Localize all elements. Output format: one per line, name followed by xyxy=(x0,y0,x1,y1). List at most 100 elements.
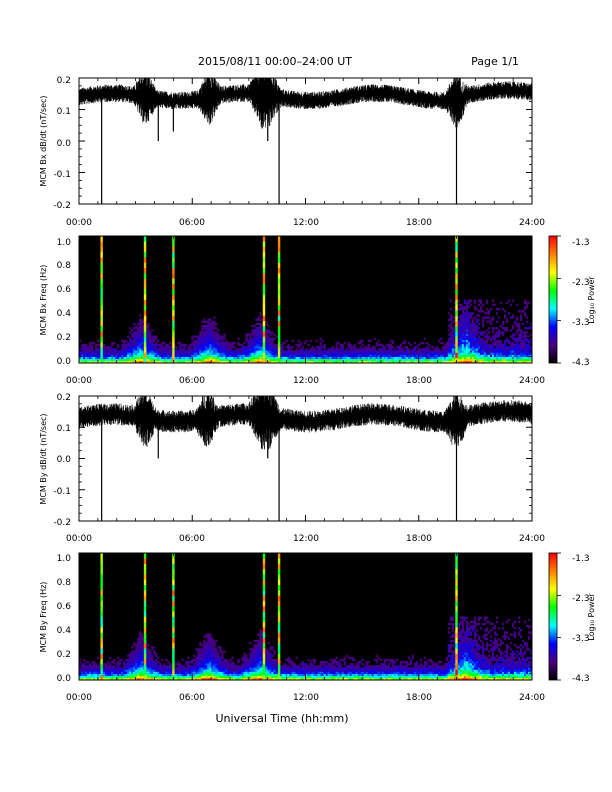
spectrogram-cell xyxy=(103,343,106,347)
spectrogram-cell xyxy=(377,677,380,681)
spectrogram-cell xyxy=(473,356,477,360)
spectrogram-stripe xyxy=(172,325,175,332)
spectrogram-cell xyxy=(187,656,190,660)
spectrogram-cell xyxy=(447,312,451,315)
spectrogram-cell xyxy=(279,671,282,674)
spectrogram-cell xyxy=(251,348,254,351)
spectrogram-cell xyxy=(127,665,130,668)
spectrogram-cell xyxy=(479,348,483,351)
spectrogram-cell xyxy=(489,346,493,349)
spectrogram-cell xyxy=(211,320,214,324)
spectrogram-cell xyxy=(127,663,130,666)
spectrogram-cell xyxy=(89,348,92,351)
spectrogram-cell xyxy=(257,350,260,353)
spectrogram-cell xyxy=(125,346,128,349)
spectrogram-cell xyxy=(135,335,138,338)
spectrogram-cell xyxy=(131,329,134,332)
spectrogram-cell xyxy=(209,356,212,360)
spectrogram-cell xyxy=(451,346,455,349)
spectrogram-cell xyxy=(197,665,200,668)
spectrogram-cell xyxy=(139,660,142,664)
spectrogram-cell xyxy=(245,337,248,341)
spectrogram-cell xyxy=(433,354,437,357)
spectrogram-cell xyxy=(419,356,423,360)
spectrogram-cell xyxy=(473,329,477,332)
spectrogram-cell xyxy=(367,660,370,664)
spectrogram-cell xyxy=(303,675,306,679)
spectrogram-cell xyxy=(281,341,284,345)
spectrogram-cell xyxy=(459,320,463,324)
spectrogram-cell xyxy=(147,673,150,677)
spectrogram-cell xyxy=(133,335,136,338)
spectrogram-stripe xyxy=(455,320,458,327)
spectrogram-stripe xyxy=(100,331,103,337)
spectrogram-cell xyxy=(287,350,290,353)
spectrogram-cell xyxy=(139,654,142,658)
spectrogram-cell xyxy=(85,354,88,357)
spectrogram-cell xyxy=(205,352,208,355)
spectrogram-cell xyxy=(113,673,116,677)
spectrogram-cell xyxy=(461,350,465,353)
spectrogram-cell xyxy=(485,360,489,364)
spectrogram-cell xyxy=(495,360,499,364)
spectrogram-cell xyxy=(269,660,272,664)
spectrogram-cell xyxy=(257,343,260,347)
spectrogram-cell xyxy=(199,641,202,645)
spectrogram-cell xyxy=(169,671,172,674)
spectrogram-cell xyxy=(473,350,477,353)
spectrogram-cell xyxy=(133,348,136,351)
spectrogram-cell xyxy=(197,671,200,674)
spectrogram-cell xyxy=(275,665,278,668)
spectrogram-cell xyxy=(139,360,142,364)
spectrogram-cell xyxy=(379,350,382,353)
spectrogram-cell xyxy=(131,665,134,668)
spectrogram-cell xyxy=(357,660,360,664)
spectrogram-cell xyxy=(295,669,298,672)
spectrogram-cell xyxy=(203,663,206,666)
spectrogram-cell xyxy=(413,341,417,345)
spectrogram-cell xyxy=(347,352,350,355)
spectrogram-cell xyxy=(389,658,392,662)
spectrogram-cell xyxy=(419,350,423,353)
spectrogram-cell xyxy=(403,665,407,668)
spectrogram-cell xyxy=(211,663,214,666)
spectrogram-cell xyxy=(491,343,495,347)
spectrogram-cell xyxy=(493,341,497,345)
bx-dbdt-ylabel: MCM Bx dB/dt (nT/sec) xyxy=(39,95,48,186)
spectrogram-cell xyxy=(201,665,204,668)
spectrogram-cell xyxy=(147,669,150,672)
spectrogram-cell xyxy=(393,660,396,664)
spectrogram-cell xyxy=(215,671,218,674)
spectrogram-cell xyxy=(187,352,190,355)
spectrogram-cell xyxy=(123,343,126,347)
spectrogram-cell xyxy=(359,669,362,672)
spectrogram-cell xyxy=(139,350,142,353)
spectrogram-cell xyxy=(205,327,208,330)
spectrogram-cell xyxy=(157,348,160,351)
spectrogram-cell xyxy=(341,348,344,351)
spectrogram-cell xyxy=(199,654,202,658)
spectrogram-cell xyxy=(333,673,336,677)
spectrogram-cell xyxy=(125,665,128,668)
spectrogram-cell xyxy=(105,356,108,360)
spectrogram-cell xyxy=(249,348,252,351)
spectrogram-cell xyxy=(153,350,156,353)
spectrogram-cell xyxy=(213,667,216,670)
spectrogram-cell xyxy=(530,337,533,341)
spectrogram-cell xyxy=(247,348,250,351)
spectrogram-cell xyxy=(81,356,84,360)
spectrogram-cell xyxy=(157,343,160,347)
spectrogram-cell xyxy=(85,677,88,681)
spectrogram-cell xyxy=(293,671,296,674)
spectrogram-cell xyxy=(265,331,268,334)
spectrogram-cell xyxy=(89,671,92,674)
spectrogram-cell xyxy=(245,352,248,355)
spectrogram-cell xyxy=(95,358,98,362)
spectrogram-cell xyxy=(503,339,507,343)
spectrogram-cell xyxy=(315,667,318,670)
spectrogram-cell xyxy=(261,335,264,338)
spectrogram-cell xyxy=(477,350,481,353)
spectrogram-cell xyxy=(363,667,366,670)
spectrogram-cell xyxy=(349,677,352,681)
spectrogram-cell xyxy=(261,352,264,355)
